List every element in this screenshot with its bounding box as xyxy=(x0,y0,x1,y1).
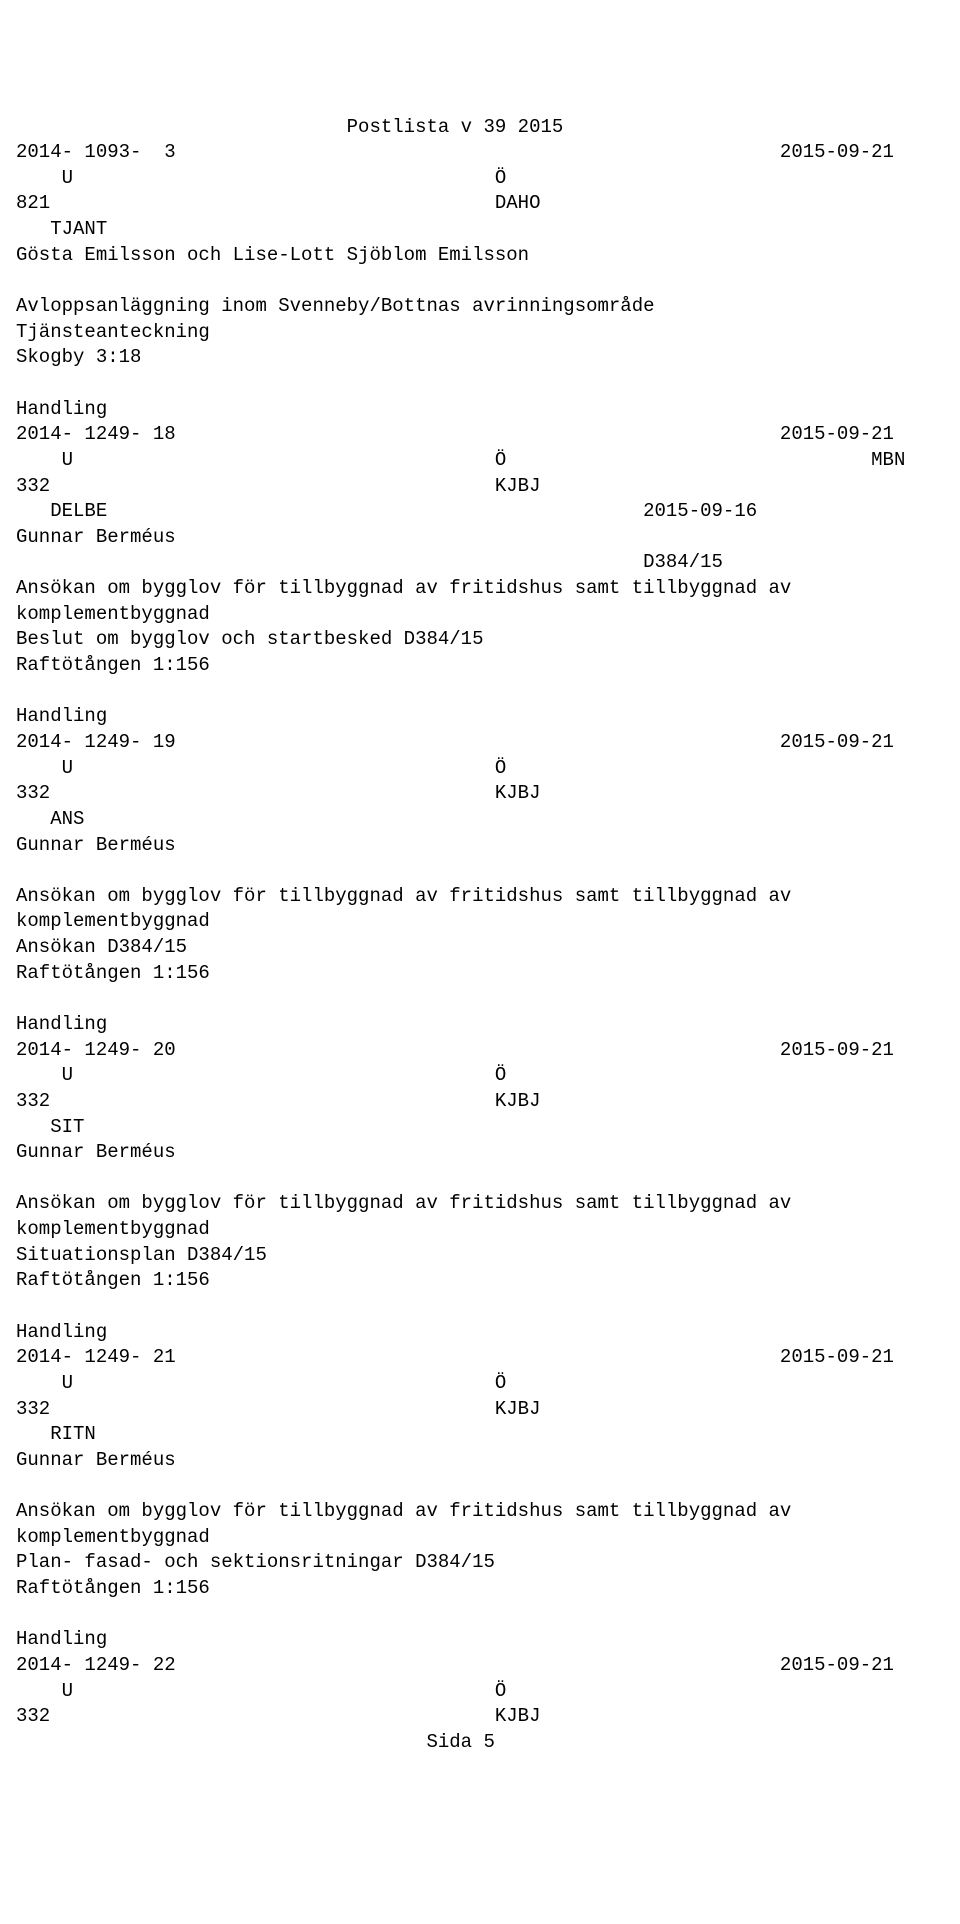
entry-num-line: 332 KJBJ xyxy=(16,1397,960,1423)
entry-body-line: komplementbyggnad xyxy=(16,909,960,935)
entry-person: Gunnar Berméus xyxy=(16,833,960,859)
blank-line xyxy=(16,1474,960,1500)
entry-body-line: Raftötången 1:156 xyxy=(16,1268,960,1294)
section-label: Handling xyxy=(16,1012,960,1038)
page-footer: Sida 5 xyxy=(16,1730,960,1756)
entry-person: Gunnar Berméus xyxy=(16,1140,960,1166)
blank-line xyxy=(16,858,960,884)
entry-body-line: Situationsplan D384/15 xyxy=(16,1243,960,1269)
section-label: Handling xyxy=(16,704,960,730)
entry-id-line: 2014- 1249- 20 2015-09-21 xyxy=(16,1038,960,1064)
blank-line xyxy=(16,268,960,294)
entry-code-line: RITN xyxy=(16,1422,960,1448)
entry-id-line: 2014- 1249- 18 2015-09-21 xyxy=(16,422,960,448)
entry-body-line: Tjänsteanteckning xyxy=(16,320,960,346)
section-label: Handling xyxy=(16,1320,960,1346)
entry-person: Gunnar Berméus xyxy=(16,1448,960,1474)
entry-id-line: 2014- 1249- 21 2015-09-21 xyxy=(16,1345,960,1371)
entry-id-line: 2014- 1249- 19 2015-09-21 xyxy=(16,730,960,756)
blank-line xyxy=(16,1166,960,1192)
entry-uo-line: U Ö xyxy=(16,756,960,782)
entry-body-line: Avloppsanläggning inom Svenneby/Bottnas … xyxy=(16,294,960,320)
entry-id-line: 2014- 1249- 22 2015-09-21 xyxy=(16,1653,960,1679)
entry-code-line: DELBE 2015-09-16 xyxy=(16,499,960,525)
entry-body-line: Ansökan D384/15 xyxy=(16,935,960,961)
entry-body-line: Ansökan om bygglov för tillbyggnad av fr… xyxy=(16,576,960,602)
entry-uo-line: U Ö xyxy=(16,166,960,192)
section-label: Handling xyxy=(16,397,960,423)
entry-body-line: Ansökan om bygglov för tillbyggnad av fr… xyxy=(16,884,960,910)
section-label: Handling xyxy=(16,1627,960,1653)
entry-uo-line: U Ö xyxy=(16,1063,960,1089)
entry-body-line: Skogby 3:18 xyxy=(16,345,960,371)
document-body: Postlista v 39 20152014- 1093- 3 2015-09… xyxy=(16,115,960,1756)
entry-uo-line: U Ö xyxy=(16,1371,960,1397)
entry-id-line: 2014- 1093- 3 2015-09-21 xyxy=(16,140,960,166)
entry-body-line: Ansökan om bygglov för tillbyggnad av fr… xyxy=(16,1499,960,1525)
entry-body-line: Plan- fasad- och sektionsritningar D384/… xyxy=(16,1550,960,1576)
entry-num-line: 332 KJBJ xyxy=(16,1089,960,1115)
entry-num-line: 332 KJBJ xyxy=(16,474,960,500)
entry-num-line: 332 KJBJ xyxy=(16,781,960,807)
entry-num-line: 332 KJBJ xyxy=(16,1704,960,1730)
page-title: Postlista v 39 2015 xyxy=(16,115,960,141)
blank-line xyxy=(16,371,960,397)
entry-body-line: komplementbyggnad xyxy=(16,1217,960,1243)
entry-person: Gösta Emilsson och Lise-Lott Sjöblom Emi… xyxy=(16,243,960,269)
blank-line xyxy=(16,986,960,1012)
entry-body-line: Raftötången 1:156 xyxy=(16,961,960,987)
blank-line xyxy=(16,1294,960,1320)
entry-num-line: 821 DAHO xyxy=(16,191,960,217)
entry-body-line: Beslut om bygglov och startbesked D384/1… xyxy=(16,627,960,653)
entry-uo-line: U Ö MBN xyxy=(16,448,960,474)
blank-line xyxy=(16,1602,960,1628)
entry-body-line: Ansökan om bygglov för tillbyggnad av fr… xyxy=(16,1191,960,1217)
entry-body-line: komplementbyggnad xyxy=(16,602,960,628)
entry-code-line: SIT xyxy=(16,1115,960,1141)
blank-line xyxy=(16,679,960,705)
entry-extra-right: D384/15 xyxy=(16,550,960,576)
entry-code-line: TJANT xyxy=(16,217,960,243)
entry-body-line: komplementbyggnad xyxy=(16,1525,960,1551)
entry-uo-line: U Ö xyxy=(16,1679,960,1705)
entry-person: Gunnar Berméus xyxy=(16,525,960,551)
entry-body-line: Raftötången 1:156 xyxy=(16,1576,960,1602)
entry-code-line: ANS xyxy=(16,807,960,833)
entry-body-line: Raftötången 1:156 xyxy=(16,653,960,679)
